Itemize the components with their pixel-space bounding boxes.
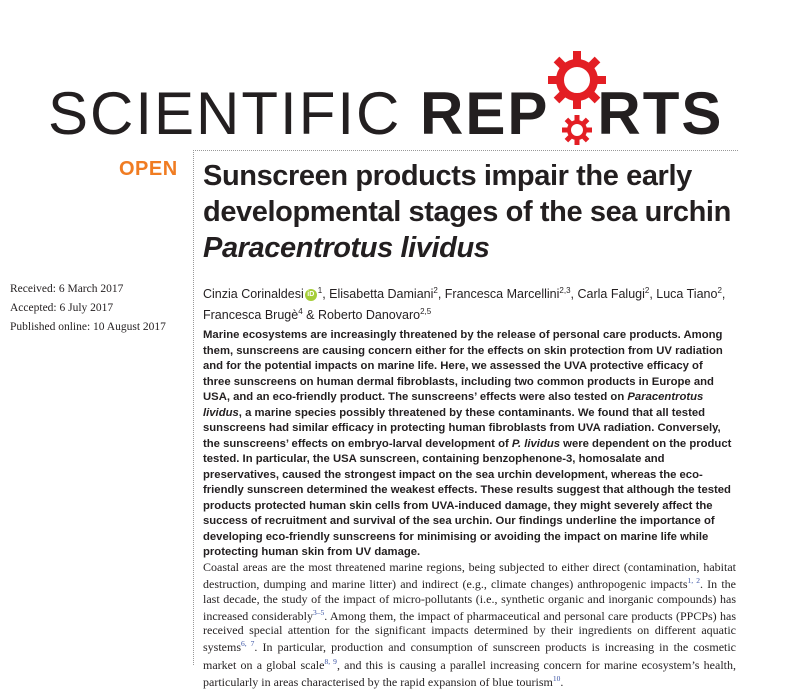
author-name[interactable]: Elisabetta Damiani [329,287,434,302]
body-text: . In the last decade, the study of the i… [203,577,737,623]
author-name[interactable]: Francesca Brugè [203,308,299,323]
journal-name-bold: REP [420,80,550,147]
abstract-text: Marine ecosystems are increasingly threa… [203,329,723,403]
body-text: . Among them, the impact of pharmaceutic… [203,608,736,655]
citation-link[interactable]: 8, 9 [324,656,337,666]
body-paragraph: Coastal areas are the most threatened ma… [203,560,736,689]
gear-icon [548,51,606,145]
author-name[interactable]: Francesca Marcellini [444,287,560,302]
citation-link[interactable]: 6, 7 [241,639,255,649]
title-species: Paracentrotus lividus [203,232,490,264]
abstract-text: , a marine species possibly threatened b… [203,406,721,450]
open-access-label: OPEN [119,158,178,180]
journal-name-bold-tail: RTS [597,80,724,147]
published-date: Published online: 10 August 2017 [10,321,166,333]
citation-link[interactable]: 3–5 [312,607,325,617]
article-dates: Received: 6 March 2017 Accepted: 6 July … [10,280,190,337]
abstract: Marine ecosystems are increasingly threa… [203,328,733,561]
body-text: . [560,675,564,689]
abstract-species: Paracentrotus lividus [203,391,704,419]
body-text: Coastal areas are the most threatened ma… [203,560,736,592]
author-name[interactable]: Carla Falugi [577,287,645,302]
citation-link[interactable]: 1, 2 [687,576,700,586]
author-name[interactable]: Cinzia Corinaldesi [203,287,304,302]
author-name[interactable]: Roberto Danovaro [317,308,421,323]
journal-name: SCIENTIFIC REP RTS [48,84,723,144]
accepted-date: Accepted: 6 July 2017 [10,302,114,314]
title-text: Sunscreen products impair the early deve… [203,160,731,228]
author-list: Cinzia Corinaldesi iD 1, Elisabetta Damian… [203,286,726,323]
abstract-species: P. lividus [511,437,561,450]
citation-link[interactable]: 10 [552,674,561,684]
received-date: Received: 6 March 2017 [10,283,124,295]
author-affiliation: 4 [298,307,303,317]
author-affiliation: 2 [644,286,650,295]
author-affiliation: 2 [717,286,722,295]
journal-name-thin: SCIENTIFIC [48,80,421,147]
author-name[interactable]: Luca Tiano [656,287,718,302]
orcid-icon[interactable]: iD [304,288,317,301]
author-affiliation: 2,3 [559,286,571,295]
abstract-text: were dependent on the product tested. In… [203,437,732,559]
author-affiliation: 1 [317,286,323,295]
column-divider [193,150,194,665]
author-affiliation: 2,5 [420,307,432,317]
header-divider [193,150,738,151]
article-title: Sunscreen products impair the early deve… [203,158,763,266]
journal-logo: SCIENTIFIC REP RTS [0,40,785,150]
author-affiliation: 2 [433,286,438,295]
